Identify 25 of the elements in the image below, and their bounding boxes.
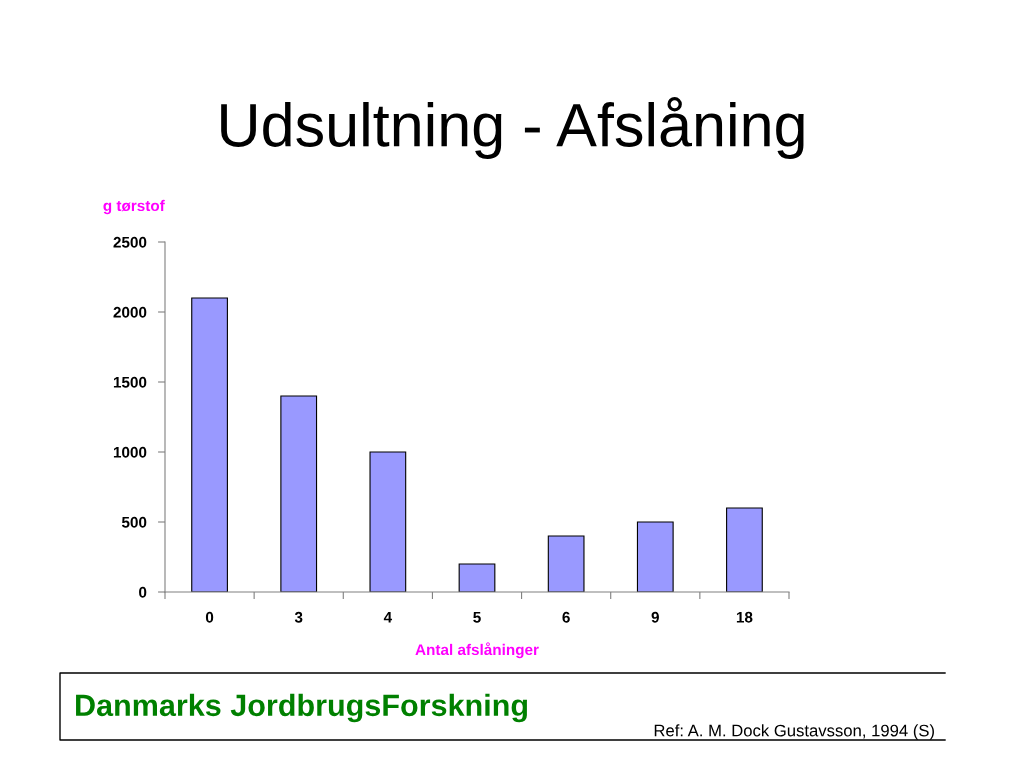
x-tick-label: 3 bbox=[294, 611, 303, 623]
bar bbox=[458, 563, 496, 592]
text: Danmarks JordbrugsForskning bbox=[76, 693, 527, 723]
y-tick-label: 1000 bbox=[113, 446, 147, 458]
bar bbox=[636, 521, 674, 592]
x-tick-label: 4 bbox=[383, 612, 393, 623]
chart-title: Udsultning - Afslåning bbox=[221, 97, 804, 159]
x-axis-title: Antal afslåninger bbox=[415, 642, 539, 659]
y-tick-label: 2500 bbox=[113, 236, 147, 248]
y-tick-label: 0 bbox=[139, 586, 147, 598]
x-tick-label: 9 bbox=[651, 611, 659, 623]
y-axis-title: g tørstof bbox=[103, 199, 165, 215]
x-tick-label: 0 bbox=[205, 611, 214, 623]
x-tick-label: 5 bbox=[473, 612, 481, 623]
bar bbox=[547, 535, 585, 592]
bar bbox=[726, 507, 763, 592]
y-tick-label: 2000 bbox=[113, 306, 147, 318]
bar bbox=[369, 451, 407, 592]
text: Ref: A. M. Dock Gustavsson, 1994 (S) bbox=[654, 724, 934, 740]
y-tick-label: 500 bbox=[121, 516, 147, 528]
bar bbox=[191, 297, 228, 592]
bar bbox=[280, 395, 318, 592]
x-tick-label: 18 bbox=[736, 611, 753, 623]
y-tick-label: 1500 bbox=[113, 376, 147, 388]
x-tick-label: 6 bbox=[562, 611, 570, 623]
